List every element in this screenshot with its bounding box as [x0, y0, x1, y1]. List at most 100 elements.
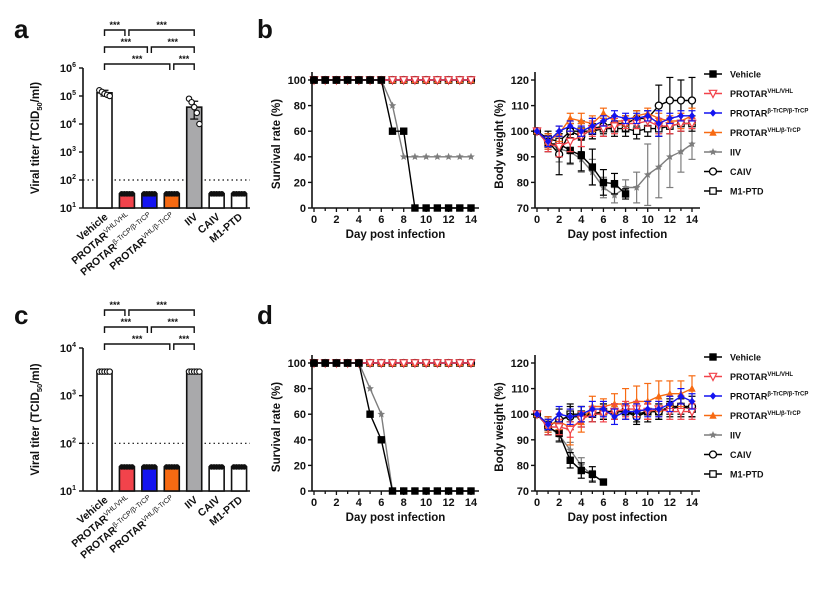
legend-item: PROTARβ-TrCP/β-TrCP — [704, 109, 808, 119]
significance-bracket — [103, 343, 171, 350]
legend-label: CAIV — [730, 167, 752, 177]
legend-marker-diamond-icon — [709, 392, 717, 400]
data-point — [366, 76, 374, 84]
data-point — [444, 487, 453, 495]
y-tick-label: 60 — [294, 126, 306, 138]
data-point — [566, 114, 574, 122]
data-point — [196, 368, 203, 375]
x-tick-label: 4 — [578, 214, 585, 226]
legend-label: PROTARVHL/β-TrCP — [730, 128, 801, 138]
data-point — [421, 76, 431, 86]
data-point — [599, 109, 608, 117]
x-axis-label: Day post infection — [568, 512, 668, 524]
y-axis-label: Survival rate (%) — [271, 382, 283, 472]
significance-bracket — [128, 309, 195, 316]
x-tick-label: 12 — [664, 214, 676, 226]
significance-bracket — [103, 326, 149, 333]
data-point — [622, 407, 629, 416]
data-point — [677, 112, 685, 120]
x-tick-label: 2 — [556, 214, 562, 226]
data-point — [444, 204, 453, 212]
bar — [141, 466, 158, 492]
data-point — [365, 359, 375, 369]
data-point — [610, 191, 619, 199]
data-point — [588, 163, 597, 171]
data-point — [174, 191, 180, 197]
data-point — [600, 117, 607, 125]
x-tick-label: 10 — [420, 214, 432, 226]
significance-label: *** — [132, 334, 143, 344]
data-point — [443, 359, 454, 369]
series-line — [314, 362, 471, 492]
legend-label: PROTARβ-TrCP/β-TrCP — [730, 392, 808, 402]
y-tick-label: 40 — [294, 152, 306, 164]
y-axis-label: Viral titer (TCID50/ml) — [30, 82, 44, 194]
bar — [163, 466, 181, 492]
data-point — [343, 359, 352, 367]
data-point — [677, 392, 685, 401]
significance-bracket — [103, 29, 126, 36]
legend-item: M1-PTD — [704, 470, 764, 480]
x-tick-label: 0 — [311, 497, 317, 509]
series-iiv — [310, 76, 475, 161]
data-point — [455, 76, 465, 86]
data-point — [578, 410, 585, 418]
legend-item: PROTARβ-TrCP/β-TrCP — [704, 392, 808, 402]
data-point — [399, 76, 409, 86]
y-tick-label: 90 — [517, 435, 529, 447]
y-tick-label: 101 — [60, 202, 76, 215]
legend-item: PROTARVHL/β-TrCP — [704, 128, 801, 138]
data-point — [467, 204, 475, 212]
series-line — [314, 362, 471, 492]
x-tick-label: 10 — [642, 214, 654, 226]
x-axis-label: Day post infection — [346, 512, 446, 524]
data-point — [466, 76, 476, 86]
data-point — [422, 152, 430, 161]
x-tick-label: 4 — [356, 497, 363, 509]
data-point — [567, 412, 574, 421]
data-point — [533, 410, 541, 418]
data-point — [355, 359, 363, 367]
legend-marker-square-open-icon — [709, 470, 717, 478]
bar — [118, 466, 136, 492]
significance-bracket — [150, 326, 195, 333]
legend-marker-square-open-icon — [709, 187, 717, 195]
legend-label: PROTARVHL/VHL — [730, 372, 793, 382]
data-point — [666, 114, 674, 123]
legend-item: CAIV — [704, 450, 752, 460]
data-point — [400, 127, 408, 135]
line-chart-b-survival: 0 20 40 60 80 100 0 2 4 6 8 10 12 14 Day post infectio… — [271, 72, 479, 241]
x-tick-label: 14 — [465, 497, 478, 509]
data-point — [655, 405, 662, 413]
y-tick-label: 102 — [60, 174, 76, 187]
data-point — [399, 359, 409, 369]
legend-label: PROTARVHL/VHL — [730, 89, 793, 99]
data-point — [196, 120, 203, 128]
y-tick-label: 60 — [294, 409, 306, 421]
x-tick-label: 8 — [623, 497, 629, 509]
data-point — [355, 76, 363, 84]
data-point — [666, 389, 674, 397]
y-tick-label: 104 — [60, 342, 76, 355]
y-tick-label: 110 — [511, 101, 529, 113]
legend: Vehicle PROTARVHL/VHL PROTARβ-TrCP/β-TrCP P… — [704, 70, 808, 197]
significance-label: *** — [109, 300, 120, 310]
legend-item: IIV — [704, 148, 741, 158]
y-tick-label: 106 — [60, 62, 76, 75]
data-point — [666, 152, 674, 161]
data-point — [422, 487, 430, 495]
legend-marker-star-icon — [709, 431, 717, 439]
series-line — [314, 79, 471, 209]
panel-letter-d: d — [257, 300, 273, 330]
data-point — [400, 487, 408, 495]
data-point — [444, 152, 453, 161]
x-tick-label: 4 — [578, 497, 585, 509]
x-tick-label: 6 — [600, 497, 606, 509]
legend-label: CAIV — [730, 450, 752, 460]
data-point — [241, 464, 248, 470]
legend-item: PROTARVHL/VHL — [704, 89, 793, 99]
data-point — [443, 76, 454, 86]
legend-item: PROTARVHL/VHL — [704, 372, 793, 382]
significance-label: *** — [179, 54, 190, 64]
data-point — [376, 359, 386, 369]
